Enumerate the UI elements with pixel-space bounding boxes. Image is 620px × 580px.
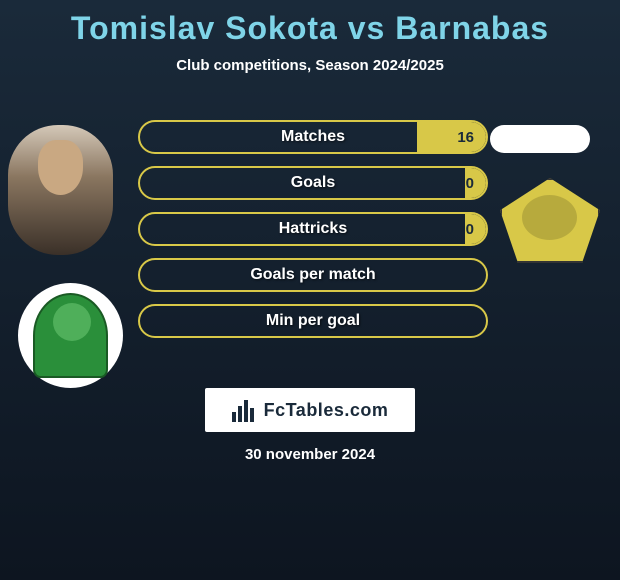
club-logo-left — [18, 283, 123, 388]
stats-bars: Matches 16 Goals 0 Hattricks 0 Goals per… — [138, 120, 488, 350]
stat-label: Matches — [281, 128, 345, 146]
brand-badge: FcTables.com — [205, 388, 415, 432]
stat-bar-goals: Goals 0 — [138, 166, 488, 200]
stat-label: Goals per match — [250, 266, 375, 284]
stat-value-right: 0 — [466, 175, 474, 192]
date-text: 30 november 2024 — [0, 446, 620, 463]
brand-text: FcTables.com — [264, 400, 389, 421]
bars-chart-icon — [232, 398, 258, 422]
stat-label: Hattricks — [279, 220, 347, 238]
comparison-title: Tomislav Sokota vs Barnabas — [0, 10, 620, 47]
stat-bar-matches: Matches 16 — [138, 120, 488, 154]
club-logo-right-icon — [500, 178, 600, 263]
stat-bar-mpg: Min per goal — [138, 304, 488, 338]
stat-value-right: 0 — [466, 221, 474, 238]
stat-bar-gpm: Goals per match — [138, 258, 488, 292]
club-crest-left-icon — [33, 293, 108, 378]
stat-label: Goals — [291, 174, 335, 192]
header: Tomislav Sokota vs Barnabas Club competi… — [0, 0, 620, 74]
stat-label: Min per goal — [266, 312, 360, 330]
stat-fill — [417, 122, 486, 152]
player-pill-right — [490, 125, 590, 153]
player-photo-left — [8, 125, 113, 255]
stat-value-right: 16 — [457, 129, 474, 146]
stat-bar-hattricks: Hattricks 0 — [138, 212, 488, 246]
season-subtitle: Club competitions, Season 2024/2025 — [0, 57, 620, 74]
